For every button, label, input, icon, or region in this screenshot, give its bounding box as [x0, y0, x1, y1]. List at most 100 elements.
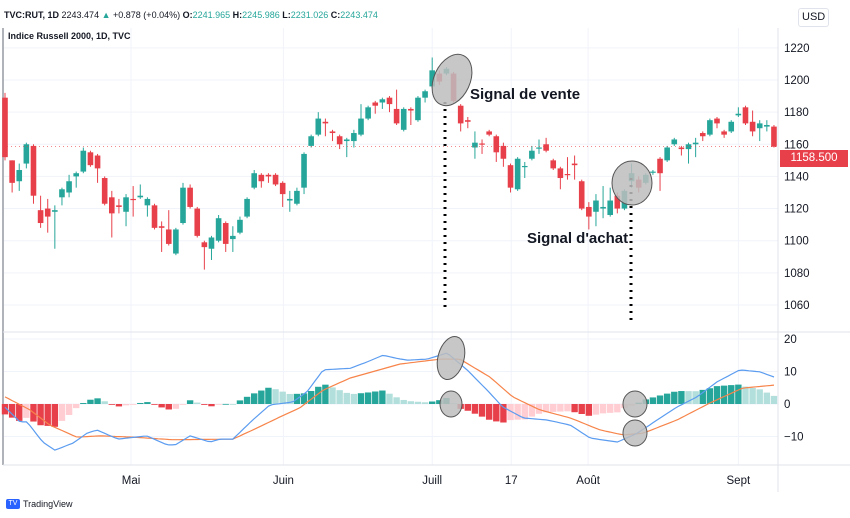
macd-histogram-bar — [129, 404, 137, 405]
macd-histogram-bar — [137, 402, 144, 404]
macd-histogram-bar — [336, 390, 343, 404]
macd-histogram-bar — [215, 404, 222, 405]
candle-body — [650, 171, 656, 173]
candle-body — [707, 120, 713, 135]
macd-histogram-bar — [357, 393, 365, 404]
macd-histogram-bar — [649, 397, 657, 404]
chart-title: Indice Russell 2000, 1D, TVC — [8, 31, 131, 41]
up-arrow-icon: ▲ — [101, 10, 111, 20]
candle-body — [194, 208, 201, 236]
price-tick-label: 1140 — [784, 171, 809, 183]
candle-body — [37, 210, 44, 224]
candle-body — [764, 124, 770, 127]
candle-body — [664, 147, 670, 161]
candle-body — [408, 108, 414, 111]
time-tick-label: Août — [576, 475, 600, 487]
macd-histogram-bar — [663, 393, 671, 404]
candle-body — [351, 133, 357, 142]
price-tick-label: 1220 — [784, 43, 810, 55]
macd-histogram-bar — [685, 391, 692, 404]
candle-body — [87, 152, 94, 166]
macd-histogram-bar — [706, 388, 714, 404]
macd-histogram-bar — [770, 395, 778, 404]
time-tick-label: 17 — [505, 475, 518, 487]
candle-body — [728, 121, 735, 132]
candle-body — [671, 139, 678, 145]
candles — [2, 57, 778, 270]
candle-body — [272, 174, 279, 185]
macd-histogram-bar — [550, 404, 557, 412]
change: +0.878 (+0.04%) — [113, 10, 181, 20]
candle-body — [500, 145, 507, 159]
currency-button[interactable]: USD — [798, 8, 830, 27]
buy-hist-ellipse — [622, 390, 648, 418]
candle-body — [2, 97, 8, 158]
macd-histogram-bar — [108, 404, 115, 405]
macd-histogram-bar — [493, 404, 500, 422]
sell-signal-label: Signal de vente — [470, 86, 581, 103]
macd-histogram-bar — [251, 393, 258, 404]
candle-body — [222, 223, 229, 244]
macd-tick-label: 10 — [784, 367, 797, 379]
close-value: 2243.474 — [340, 10, 378, 20]
candle-body — [144, 198, 151, 206]
macd-histogram-bar — [94, 398, 101, 404]
candle-body — [151, 205, 158, 228]
candle-body — [294, 190, 300, 204]
candle-body — [586, 206, 592, 217]
candle-body — [116, 205, 122, 207]
sell-macd-ellipse — [436, 335, 466, 381]
macd-histogram-bar — [607, 404, 614, 413]
macd-histogram-bar — [372, 391, 379, 404]
macd-histogram-bar — [585, 404, 593, 416]
macd-histogram-bar — [379, 390, 386, 404]
macd-histogram-bar — [514, 404, 521, 420]
macd-histogram-bar — [414, 401, 422, 404]
macd-histogram-bar — [144, 402, 151, 404]
macd-histogram-bar — [364, 392, 372, 404]
macd-histogram-bar — [179, 404, 187, 405]
time-tick-label: Sept — [727, 475, 751, 487]
candle-body — [735, 113, 742, 116]
macd-histogram-bar — [749, 387, 756, 404]
macd-histogram-bar — [478, 404, 486, 417]
macd-histogram-bar — [400, 399, 407, 404]
macd-tick-label: 0 — [784, 399, 790, 411]
annotations — [431, 53, 653, 447]
macd-histogram-bar — [236, 400, 244, 404]
candle-body — [101, 178, 108, 204]
candle-body — [571, 163, 578, 166]
macd-histogram-bar — [421, 402, 429, 404]
candle-body — [400, 108, 407, 130]
candle-body — [244, 198, 250, 217]
price-tick-label: 1160 — [784, 139, 809, 151]
macd-histogram-bar — [73, 404, 80, 409]
candle-body — [465, 120, 471, 122]
price-tick-label: 1180 — [784, 107, 809, 119]
macd-histogram-bar — [158, 404, 165, 408]
macd-histogram-bar — [678, 391, 685, 404]
candle-body — [80, 150, 87, 172]
candle-body — [756, 123, 763, 129]
macd-histogram-bar — [322, 384, 329, 404]
candle-body — [564, 174, 571, 176]
candle-body — [714, 118, 720, 124]
candle-body — [315, 118, 322, 135]
macd-histogram-bar — [386, 393, 393, 404]
price-tick-label: 1100 — [784, 236, 809, 248]
candle-body — [9, 160, 15, 183]
candle-body — [514, 158, 521, 190]
macd-histogram-bar — [578, 404, 585, 414]
candle-body — [358, 118, 364, 135]
candle-body — [685, 144, 692, 150]
macd-histogram-bar — [329, 387, 336, 404]
macd-histogram-bar — [115, 404, 123, 407]
macd-histogram-bar — [258, 390, 265, 404]
candle-body — [44, 208, 51, 217]
candle-body — [130, 198, 136, 201]
candle-body — [165, 229, 172, 244]
candle-body — [415, 97, 421, 121]
tradingview-logo[interactable]: TV TradingView — [6, 499, 73, 509]
sell-price-ellipse — [431, 53, 473, 107]
